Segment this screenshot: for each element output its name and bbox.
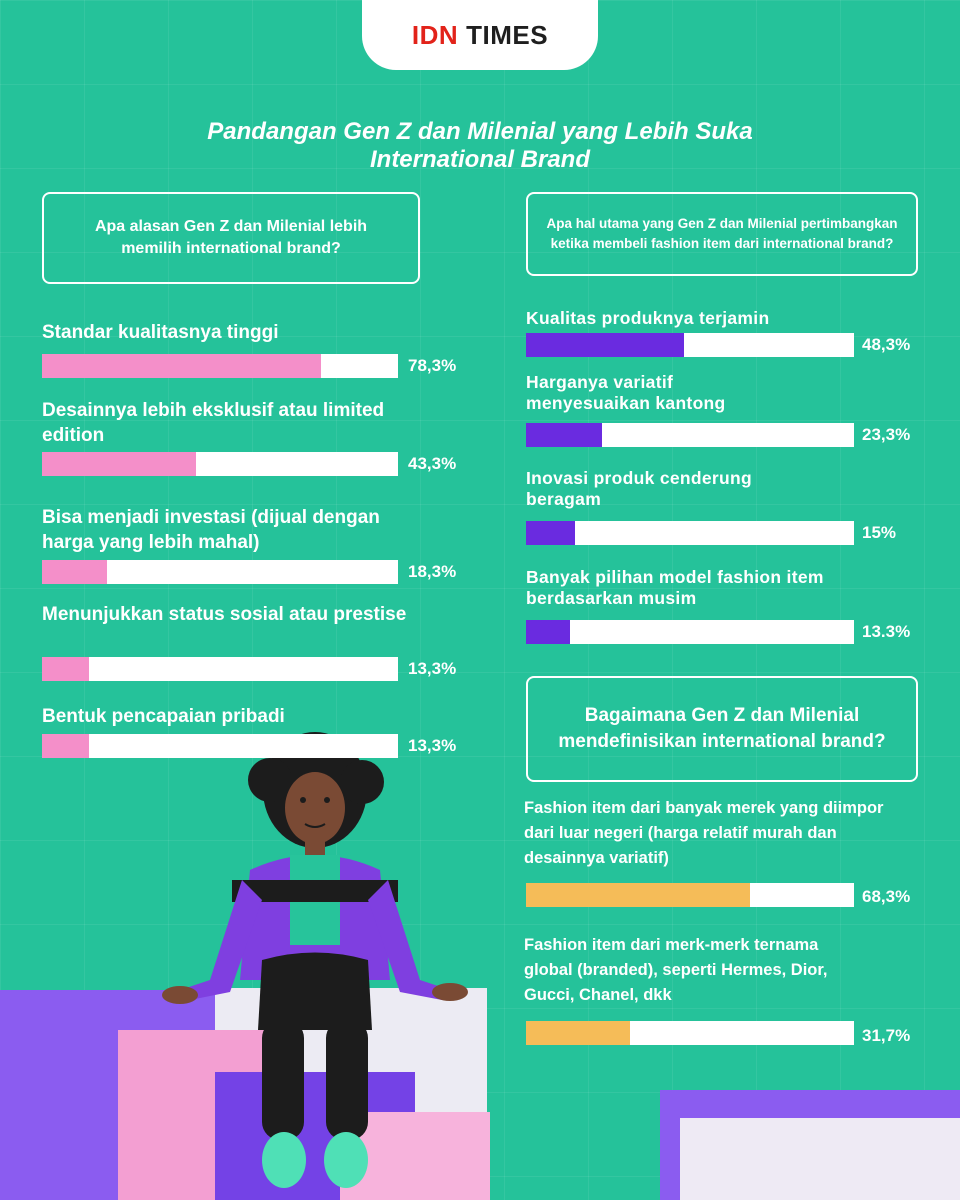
bar-track	[526, 423, 854, 447]
bar-track	[42, 354, 398, 378]
bar-label: Bisa menjadi investasi (dijual dengan ha…	[42, 507, 380, 553]
question-reasons-text: Apa alasan Gen Z dan Milenial lebih memi…	[94, 218, 368, 257]
question-box-reasons: Apa alasan Gen Z dan Milenial lebih memi…	[42, 192, 420, 284]
value-label: 68,3%	[862, 887, 911, 906]
bar	[42, 734, 90, 758]
value-label: 31,7%	[862, 1026, 911, 1045]
bar	[526, 1021, 630, 1045]
bar	[526, 521, 576, 545]
question-box-considerations: Apa hal utama yang Gen Z dan Milenial pe…	[526, 192, 918, 276]
bar-track	[42, 452, 398, 476]
bar	[526, 620, 570, 644]
value-label: 23,3%	[862, 425, 911, 444]
bar-track	[526, 883, 854, 907]
value-label: 13,3%	[408, 659, 457, 678]
question-definition-text: Bagaimana Gen Z dan Milenial mendefinisi…	[558, 705, 886, 752]
bar-label: Desainnya lebih eksklusif atau limited e…	[42, 400, 385, 446]
value-label: 13.3%	[862, 622, 911, 641]
value-label: 48,3%	[862, 335, 911, 354]
woman-illustration	[162, 732, 468, 1188]
bar	[526, 423, 603, 447]
question-box-definition: Bagaimana Gen Z dan Milenial mendefinisi…	[526, 676, 918, 782]
logo-idn-times: IDN TIMES	[362, 0, 598, 70]
bar	[526, 883, 751, 907]
value-label: 18,3%	[408, 562, 457, 581]
bar-track	[42, 734, 398, 758]
logo-idn-text: IDN	[411, 19, 459, 50]
value-label: 43,3%	[408, 454, 457, 473]
bar-track	[526, 1021, 854, 1045]
bar-label: Inovasi produk cenderung beragam	[526, 468, 752, 509]
bar-track	[42, 560, 398, 584]
value-label: 15%	[862, 523, 897, 542]
question-considerations-text: Apa hal utama yang Gen Z dan Milenial pe…	[546, 216, 898, 251]
bar-label: Bentuk pencapaian pribadi	[42, 706, 285, 727]
bar-track	[526, 333, 854, 357]
bar	[42, 354, 321, 378]
bar	[42, 657, 90, 681]
bar-label: Harganya variatif menyesuaikan kantong	[526, 372, 726, 413]
bar	[42, 560, 108, 584]
bar-label: Fashion item dari banyak merek yang diim…	[524, 799, 884, 867]
bar-track	[526, 521, 854, 545]
bar-label: Standar kualitasnya tinggi	[42, 322, 279, 343]
bar	[526, 333, 685, 357]
bar-label: Menunjukkan status sosial atau prestise	[42, 604, 407, 625]
logo-times-text: TIMES	[466, 19, 549, 50]
decor-block-light-right	[680, 1118, 960, 1200]
bar-label: Banyak pilihan model fashion item berdas…	[526, 567, 824, 608]
bar-label: Fashion item dari merk-merk ternama glob…	[524, 936, 828, 1004]
value-label: 78,3%	[408, 356, 457, 375]
bar-label: Kualitas produknya terjamin	[526, 308, 770, 328]
bar	[42, 452, 197, 476]
bar-track	[526, 620, 854, 644]
bar-track	[42, 657, 398, 681]
value-label: 13,3%	[408, 736, 457, 755]
page-title: Pandangan Gen Z dan Milenial yang Lebih …	[207, 118, 753, 173]
